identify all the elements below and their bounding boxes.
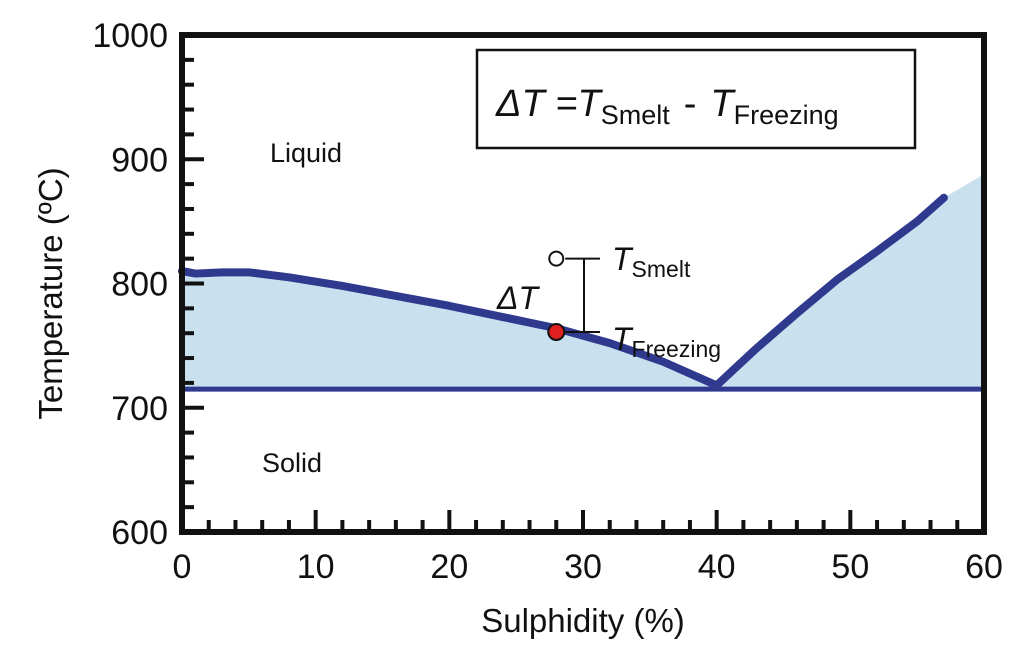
y-tick-label: 800 <box>111 266 168 304</box>
x-tick-label: 40 <box>698 548 736 586</box>
x-tick-label: 0 <box>173 548 192 586</box>
formula-freezing-sub: Freezing <box>734 100 839 130</box>
delta-t-bracket <box>564 257 600 333</box>
x-axis-title: Sulphidity (%) <box>481 602 685 639</box>
shaded-region-layer <box>182 174 984 390</box>
y-tick-label: 1000 <box>92 17 168 55</box>
t-freezing-sub: Freezing <box>632 336 721 362</box>
formula-delta-t: ΔT = <box>495 83 577 125</box>
x-tick-label: 60 <box>965 548 1003 586</box>
smelt-point <box>548 250 565 267</box>
t-smelt-t: T <box>612 241 634 277</box>
x-tick-label: 50 <box>831 548 869 586</box>
liquidus-left-line <box>178 267 721 390</box>
region-liquid-label: Liquid <box>270 138 342 168</box>
formula-box-border <box>475 48 917 150</box>
t-smelt-label: TSmelt <box>612 241 691 282</box>
t-freezing-label: TFreezing <box>612 321 721 362</box>
liquidus-right-line <box>712 193 948 390</box>
x-tick-label: 20 <box>430 548 468 586</box>
points-layer <box>547 250 566 341</box>
region-solid-label: Solid <box>262 448 322 478</box>
delta-t-label: ΔT <box>496 280 540 316</box>
formula-box: ΔT =TSmelt - TFreezing <box>475 48 917 150</box>
y-tick-label: 700 <box>111 390 168 428</box>
liquid-solid-shaded-region <box>182 174 984 390</box>
tick-labels-layer: 0 10 20 30 40 50 60 600 700 800 900 1000 <box>92 17 1003 586</box>
formula-smelt-sub: Smelt <box>601 100 671 130</box>
formula-text: ΔT =TSmelt - TFreezing <box>495 83 839 130</box>
t-freezing-t: T <box>612 321 634 357</box>
freezing-point <box>547 322 566 341</box>
formula-minus: - <box>684 83 697 125</box>
series-lines-layer <box>178 193 987 392</box>
formula-t-smelt: T <box>577 83 603 125</box>
x-tick-label: 10 <box>297 548 335 586</box>
t-smelt-sub: Smelt <box>632 256 691 282</box>
plot-frame <box>179 32 987 535</box>
x-tick-label: 30 <box>564 548 602 586</box>
y-tick-label: 900 <box>111 141 168 179</box>
formula-t-freezing: T <box>710 83 736 125</box>
y-axis-title: Temperature (ºC) <box>32 167 69 419</box>
y-tick-label: 600 <box>111 514 168 552</box>
